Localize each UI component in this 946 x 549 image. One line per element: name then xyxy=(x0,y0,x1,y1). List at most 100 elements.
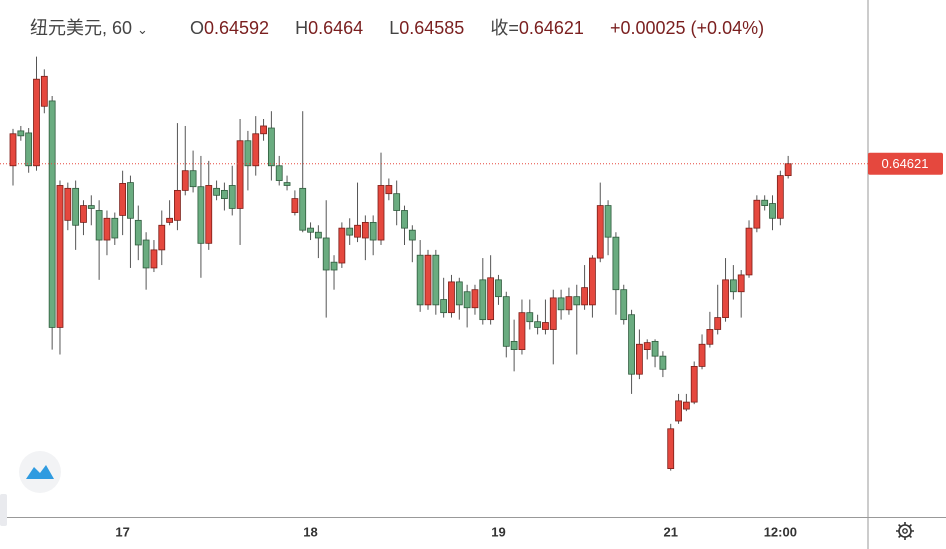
candle-body xyxy=(604,205,612,238)
candle-body xyxy=(80,205,87,223)
candle-body xyxy=(221,189,228,199)
candle-body xyxy=(275,165,283,181)
candle-body xyxy=(111,217,119,239)
change-pct: (+0.04%) xyxy=(690,18,765,38)
x-tick-label: 19 xyxy=(491,524,505,539)
logo[interactable] xyxy=(19,451,61,493)
x-tick-label: 18 xyxy=(303,524,317,539)
price-label-bg xyxy=(868,152,943,175)
high-label: H xyxy=(295,18,309,38)
candle-body xyxy=(455,281,463,306)
candle-body xyxy=(534,321,542,328)
candle-body xyxy=(502,296,510,347)
candle-body xyxy=(636,343,643,375)
candle-body xyxy=(620,289,628,321)
candle-body xyxy=(205,185,213,244)
candle-body xyxy=(424,254,432,306)
x-tick-label: 17 xyxy=(115,524,129,539)
candle-body xyxy=(628,314,635,375)
candle-body xyxy=(526,312,534,323)
candle-body xyxy=(150,249,158,269)
low-value: 0.64585 xyxy=(399,18,465,38)
candle-body xyxy=(338,227,346,264)
candle-body xyxy=(667,428,675,469)
candle-body xyxy=(87,205,95,209)
header: 纽元美元, 60 ⌄ O0.64592 H0.6464 L0.64585 收=0… xyxy=(30,14,764,40)
x-tick-label: 21 xyxy=(663,524,677,539)
candle-body xyxy=(706,329,714,345)
symbol[interactable]: 纽元美元, 60 xyxy=(30,18,133,38)
candle-body xyxy=(487,277,495,321)
candle-body xyxy=(565,296,573,311)
candle-body xyxy=(174,189,181,221)
candle-body xyxy=(448,281,455,314)
candle-body xyxy=(471,289,479,309)
candle-body xyxy=(181,170,189,191)
candle-body xyxy=(714,317,722,330)
candle-body xyxy=(581,287,588,306)
candle-body xyxy=(463,291,471,309)
candle-body xyxy=(33,78,40,167)
side-tab[interactable] xyxy=(0,494,7,526)
candle-body xyxy=(385,185,393,195)
candle-body xyxy=(745,227,753,276)
candle-body xyxy=(557,297,565,311)
candle-body xyxy=(48,100,56,328)
settings-icon[interactable] xyxy=(896,522,914,540)
candle-body xyxy=(322,237,330,271)
candle-body xyxy=(299,187,307,231)
candle-body xyxy=(17,130,25,137)
gear-ring[interactable] xyxy=(898,524,912,538)
x-tick-label: 12:00 xyxy=(764,524,797,539)
candle-body xyxy=(213,187,220,196)
candle-body xyxy=(56,185,64,328)
candle-body xyxy=(596,205,604,259)
gear-teeth[interactable] xyxy=(896,522,914,540)
open-value: 0.64592 xyxy=(204,18,270,38)
candle-body xyxy=(72,187,80,226)
candle-body xyxy=(127,182,134,219)
candle-body xyxy=(643,342,651,350)
candle-body xyxy=(675,400,682,422)
candle-body xyxy=(64,187,72,221)
candle-body xyxy=(142,239,150,269)
candle-body xyxy=(784,163,792,177)
open-label: O xyxy=(189,18,204,38)
logo-bg[interactable] xyxy=(19,451,61,493)
candle-body xyxy=(95,210,103,241)
low-label: L xyxy=(389,18,400,38)
gear-hub[interactable] xyxy=(902,528,908,534)
candle-body xyxy=(722,279,729,318)
candle-body xyxy=(510,340,518,350)
candle-body xyxy=(729,279,737,293)
candle-body xyxy=(189,170,197,188)
candle-body xyxy=(518,312,526,350)
candle-body xyxy=(440,299,448,314)
candle-body xyxy=(158,224,166,251)
candle-body xyxy=(589,257,596,306)
candle-body xyxy=(260,125,267,135)
candle-body xyxy=(267,127,275,167)
candle-body xyxy=(612,236,620,291)
candle-body xyxy=(40,75,48,107)
candle-body xyxy=(682,401,690,410)
candle-body xyxy=(103,217,111,241)
candle-body xyxy=(330,261,338,271)
candle-body xyxy=(761,199,769,206)
candle-body xyxy=(432,254,440,306)
candle-body xyxy=(573,296,581,306)
candle-body xyxy=(651,340,659,357)
candle-body xyxy=(408,229,416,241)
close-value: 0.64621 xyxy=(518,18,584,38)
candle-body xyxy=(228,185,236,209)
logo-mark[interactable] xyxy=(26,465,54,479)
candle-body xyxy=(393,193,401,211)
chevron[interactable]: ⌄ xyxy=(137,22,148,37)
candle-body xyxy=(197,186,205,244)
candle-body xyxy=(549,297,557,330)
candle-body xyxy=(776,175,784,219)
candle-body xyxy=(737,274,745,293)
candle-body xyxy=(361,221,369,239)
